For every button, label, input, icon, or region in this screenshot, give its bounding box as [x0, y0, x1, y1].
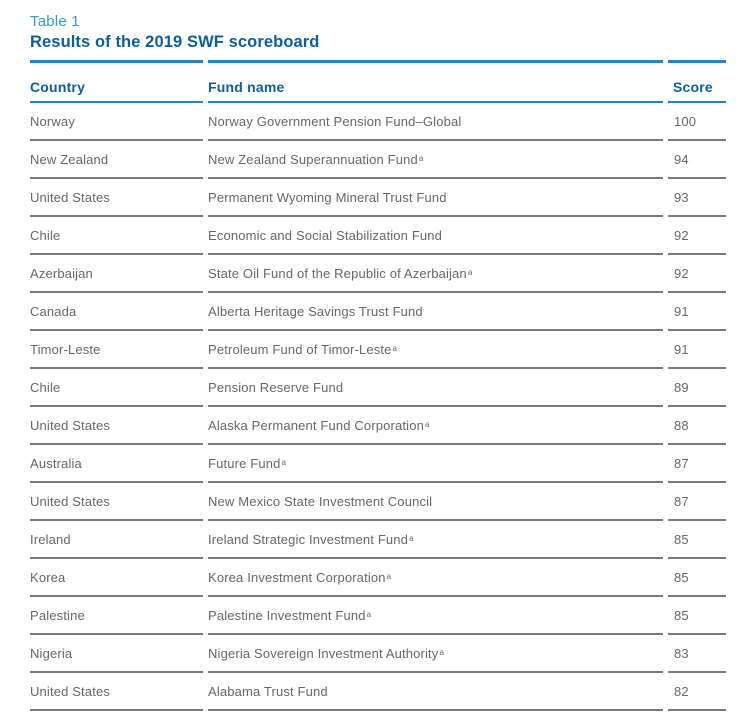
- score-cell: 92: [668, 217, 726, 255]
- fund-name-cell: Korea Investment Corporation a: [208, 559, 663, 597]
- table-row: Timor-Leste Petroleum Fund of Timor-Leste…: [30, 331, 726, 369]
- table-row: Chile Economic and Social Stabilization F…: [30, 217, 726, 255]
- country-cell: Canada: [30, 293, 203, 331]
- fund-name-cell: Ireland Strategic Investment Fund a: [208, 521, 663, 559]
- country-cell: United States: [30, 483, 203, 521]
- score-cell: 89: [668, 369, 726, 407]
- table-row: Norway Norway Government Pension Fund–Glo…: [30, 103, 726, 141]
- country-cell: New Zealand: [30, 141, 203, 179]
- score-cell: 85: [668, 559, 726, 597]
- table-row: United States New Mexico State Investment…: [30, 483, 726, 521]
- column-header-score: Score: [668, 60, 726, 103]
- table-row: Azerbaijan State Oil Fund of the Republic…: [30, 255, 726, 293]
- country-cell: Azerbaijan: [30, 255, 203, 293]
- country-cell: Korea: [30, 559, 203, 597]
- table-body: Norway Norway Government Pension Fund–Glo…: [30, 103, 726, 711]
- fund-name-cell: New Mexico State Investment Council: [208, 483, 663, 521]
- country-cell: Chile: [30, 369, 203, 407]
- table-row: Nigeria Nigeria Sovereign Investment Auth…: [30, 635, 726, 673]
- score-cell: 87: [668, 483, 726, 521]
- score-cell: 91: [668, 293, 726, 331]
- swf-scoreboard-table: Country Fund name Score Norway Norway Gov…: [30, 60, 726, 711]
- table-row: Ireland Ireland Strategic Investment Fund…: [30, 521, 726, 559]
- score-cell: 85: [668, 597, 726, 635]
- fund-name-cell: State Oil Fund of the Republic of Azerba…: [208, 255, 663, 293]
- fund-name-cell: Future Fund a: [208, 445, 663, 483]
- score-cell: 88: [668, 407, 726, 445]
- score-cell: 85: [668, 521, 726, 559]
- fund-name-cell: Alabama Trust Fund: [208, 673, 663, 711]
- table-header-row: Country Fund name Score: [30, 60, 726, 103]
- fund-name-cell: Permanent Wyoming Mineral Trust Fund: [208, 179, 663, 217]
- fund-name-cell: Norway Government Pension Fund–Global: [208, 103, 663, 141]
- page-title: Results of the 2019 SWF scoreboard: [30, 33, 320, 51]
- country-cell: Nigeria: [30, 635, 203, 673]
- score-cell: 87: [668, 445, 726, 483]
- country-cell: United States: [30, 407, 203, 445]
- table-row: New Zealand New Zealand Superannuation Fu…: [30, 141, 726, 179]
- table-row: Korea Korea Investment Corporation a 85: [30, 559, 726, 597]
- column-header-country: Country: [30, 60, 203, 103]
- score-cell: 94: [668, 141, 726, 179]
- table-kicker: Table 1: [30, 13, 80, 30]
- fund-name-cell: Nigeria Sovereign Investment Authority a: [208, 635, 663, 673]
- country-cell: Chile: [30, 217, 203, 255]
- fund-name-cell: Alberta Heritage Savings Trust Fund: [208, 293, 663, 331]
- country-cell: Norway: [30, 103, 203, 141]
- score-cell: 100: [668, 103, 726, 141]
- fund-name-cell: Alaska Permanent Fund Corporation a: [208, 407, 663, 445]
- country-cell: Australia: [30, 445, 203, 483]
- score-cell: 92: [668, 255, 726, 293]
- table-row: United States Permanent Wyoming Mineral T…: [30, 179, 726, 217]
- column-header-fund-name: Fund name: [208, 60, 663, 103]
- table-row: Canada Alberta Heritage Savings Trust Fun…: [30, 293, 726, 331]
- fund-name-cell: Pension Reserve Fund: [208, 369, 663, 407]
- country-cell: United States: [30, 673, 203, 711]
- table-row: Chile Pension Reserve Fund 89: [30, 369, 726, 407]
- score-cell: 82: [668, 673, 726, 711]
- table-row: Palestine Palestine Investment Fund a 85: [30, 597, 726, 635]
- fund-name-cell: Economic and Social Stabilization Fund: [208, 217, 663, 255]
- score-cell: 83: [668, 635, 726, 673]
- score-cell: 93: [668, 179, 726, 217]
- score-cell: 91: [668, 331, 726, 369]
- table-row: United States Alabama Trust Fund 82: [30, 673, 726, 711]
- country-cell: Timor-Leste: [30, 331, 203, 369]
- table-row: United States Alaska Permanent Fund Corpo…: [30, 407, 726, 445]
- fund-name-cell: New Zealand Superannuation Fund a: [208, 141, 663, 179]
- country-cell: Palestine: [30, 597, 203, 635]
- country-cell: Ireland: [30, 521, 203, 559]
- fund-name-cell: Petroleum Fund of Timor-Leste a: [208, 331, 663, 369]
- table-row: Australia Future Fund a 87: [30, 445, 726, 483]
- fund-name-cell: Palestine Investment Fund a: [208, 597, 663, 635]
- country-cell: United States: [30, 179, 203, 217]
